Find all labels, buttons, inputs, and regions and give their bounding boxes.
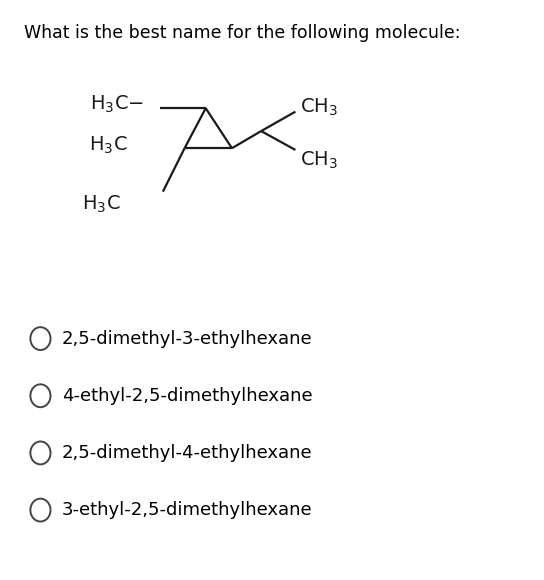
- Text: What is the best name for the following molecule:: What is the best name for the following …: [24, 24, 461, 42]
- Text: CH$_3$: CH$_3$: [300, 96, 338, 118]
- Text: 3-ethyl-2,5-dimethylhexane: 3-ethyl-2,5-dimethylhexane: [61, 501, 312, 519]
- Text: CH$_3$: CH$_3$: [300, 150, 338, 172]
- Text: H$_3$C$-$: H$_3$C$-$: [90, 94, 144, 115]
- Text: 4-ethyl-2,5-dimethylhexane: 4-ethyl-2,5-dimethylhexane: [61, 387, 312, 405]
- Text: 2,5-dimethyl-4-ethylhexane: 2,5-dimethyl-4-ethylhexane: [61, 444, 312, 462]
- Text: H$_3$C: H$_3$C: [82, 194, 121, 215]
- Text: H$_3$C: H$_3$C: [89, 135, 127, 156]
- Text: 2,5-dimethyl-3-ethylhexane: 2,5-dimethyl-3-ethylhexane: [61, 329, 312, 347]
